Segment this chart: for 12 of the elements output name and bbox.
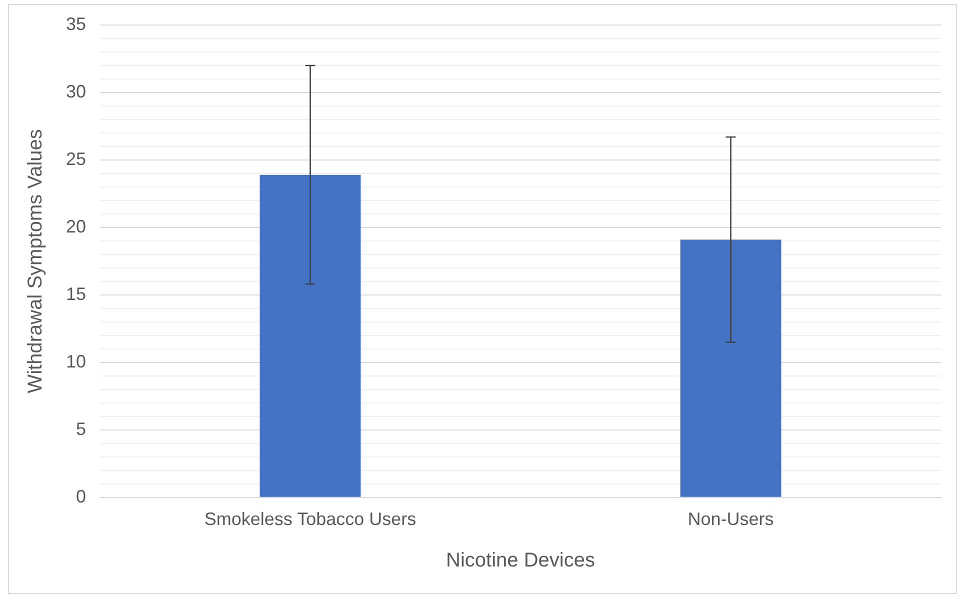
y-tick-label: 20 bbox=[66, 216, 86, 236]
x-tick-label: Non-Users bbox=[688, 509, 774, 530]
y-tick-label: 15 bbox=[66, 284, 86, 304]
y-tick-label: 0 bbox=[76, 486, 86, 506]
y-axis-title: Withdrawal Symptoms Values bbox=[24, 129, 47, 394]
y-tick-label: 10 bbox=[66, 351, 86, 372]
y-tick-label: 5 bbox=[76, 418, 86, 439]
y-tick-label: 30 bbox=[66, 81, 86, 102]
y-tick-label: 35 bbox=[66, 14, 86, 34]
x-axis-title: Nicotine Devices bbox=[446, 550, 595, 572]
y-tick-label: 25 bbox=[66, 148, 86, 169]
x-tick-label: Smokeless Tobacco Users bbox=[204, 509, 416, 530]
